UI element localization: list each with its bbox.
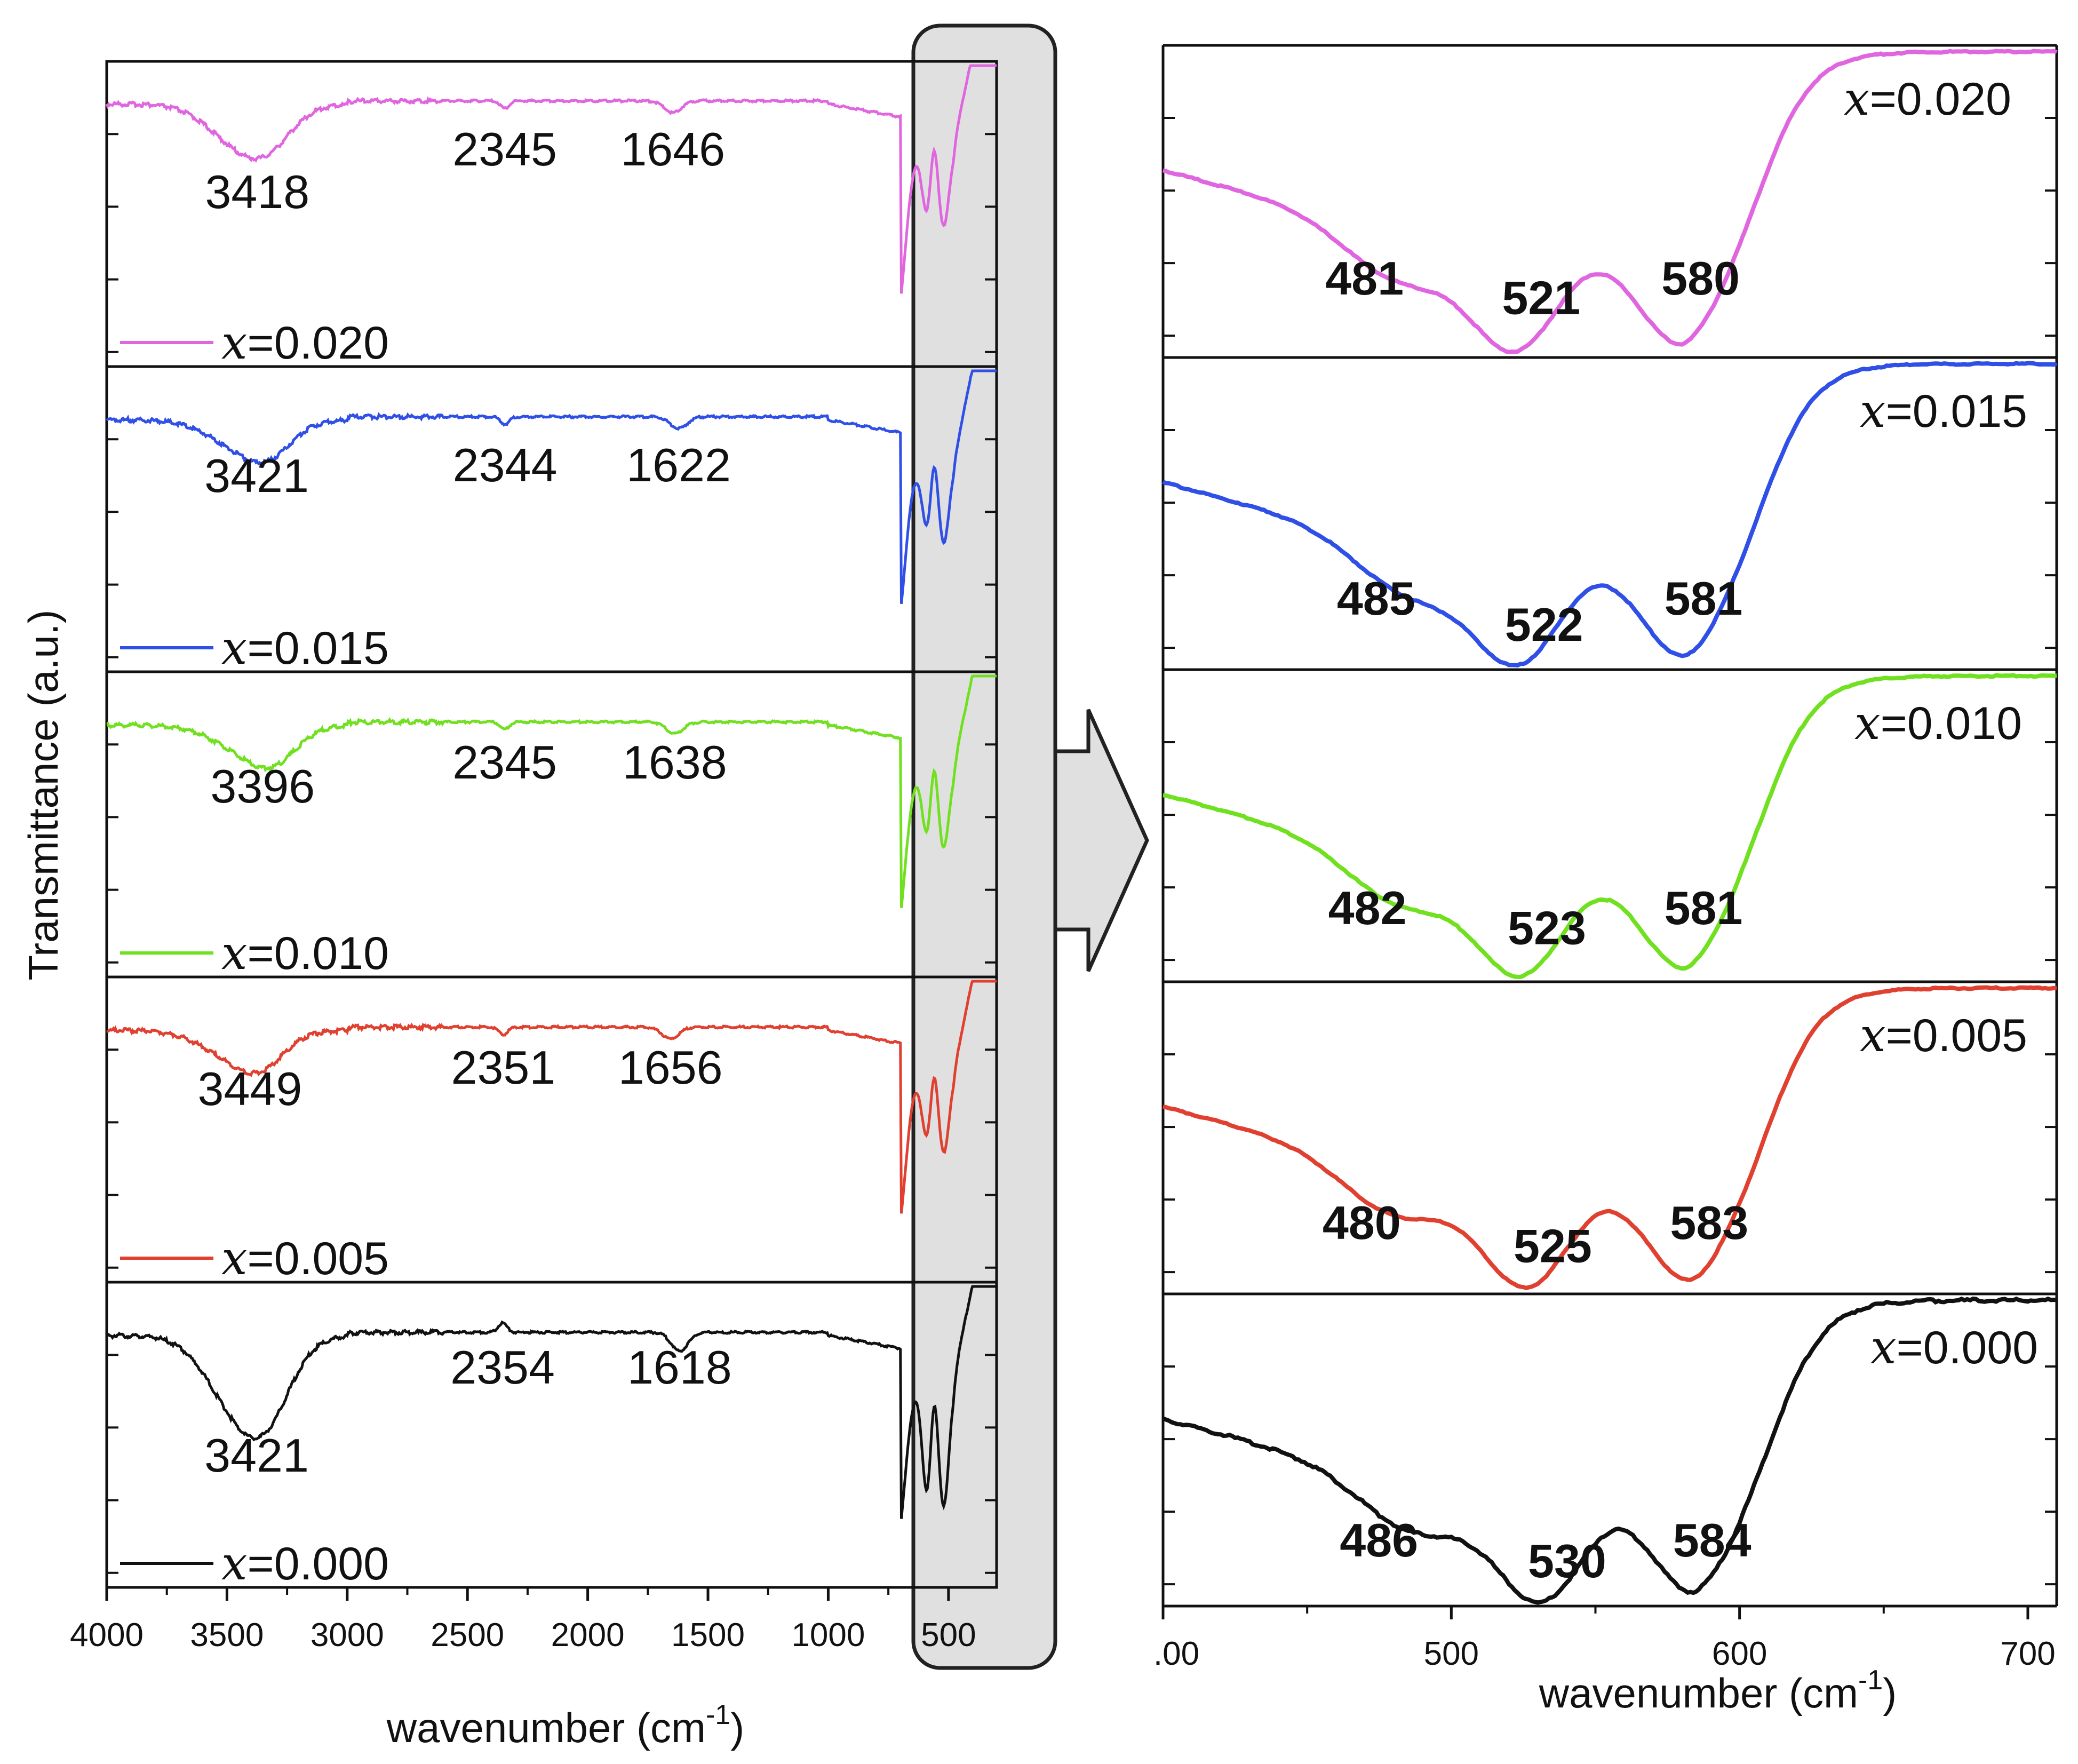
peak-label: 481: [1325, 252, 1404, 305]
legend-label: x=0.000: [221, 1537, 389, 1591]
peak-label: 3418: [205, 165, 309, 218]
spectrum-line: [105, 64, 997, 294]
peak-label: 2345: [452, 736, 557, 789]
peak-label: 523: [1508, 901, 1586, 954]
legend-label: x=0.000: [1870, 1321, 2038, 1374]
peak-label: 581: [1665, 572, 1743, 625]
x-tick-label: 500: [1424, 1635, 1479, 1672]
legend-label: x=0.005: [221, 1232, 389, 1285]
peak-label: 3421: [204, 449, 309, 502]
spectrum-line: [106, 674, 997, 908]
left-subplot: 3421 2354 1618 x=0.000: [105, 1281, 998, 1591]
legend-label: x=0.010: [221, 927, 389, 980]
left-subplot: 3396 2345 1638 x=0.010: [105, 670, 998, 980]
zoom-arrow: [1053, 709, 1149, 972]
right-subplot: 482 523 581 x=0.010: [1161, 668, 2058, 982]
right-x-axis-label: wavenumber (cm-1): [1539, 1665, 1897, 1717]
peak-label: 482: [1328, 881, 1407, 934]
x-tick-label: 700: [2000, 1635, 2055, 1672]
legend-label: x=0.015: [221, 622, 389, 675]
spectrum-line: [106, 980, 997, 1214]
x-tick-label: 600: [1712, 1635, 1767, 1672]
peak-label: 2345: [452, 123, 557, 176]
x-tick-label: 2000: [551, 1617, 625, 1654]
right-subplot: 485 522 581 x=0.015: [1161, 356, 2058, 670]
peak-label: 2354: [450, 1341, 555, 1394]
peak-label: 1656: [618, 1041, 723, 1094]
left-subplot-frame: [105, 1281, 998, 1589]
peak-label: 3396: [210, 760, 315, 813]
peak-label: 1618: [627, 1341, 732, 1394]
peak-label: 3421: [204, 1429, 309, 1482]
x-tick-label: .00: [1153, 1635, 1199, 1672]
x-tick-label: 4000: [70, 1617, 144, 1654]
peak-label: 1638: [623, 736, 727, 789]
peak-label: 480: [1323, 1196, 1401, 1249]
peak-label: 1622: [626, 439, 731, 491]
right-subplot: 486 530 584 x=0.000: [1161, 1292, 2058, 1606]
legend-label: x=0.010: [1854, 697, 2022, 750]
right-subplot: 480 525 583 x=0.005: [1161, 980, 2058, 1294]
legend-label: x=0.020: [221, 316, 389, 370]
spectrum-line: [106, 369, 997, 604]
legend-label: x=0.005: [1860, 1009, 2027, 1062]
zoom-spectrum-line: [1162, 49, 2058, 354]
zoom-spectrum-line: [1162, 1296, 2057, 1605]
peak-label: 486: [1340, 1514, 1418, 1567]
x-tick-label: 500: [921, 1617, 976, 1654]
peak-label: 1646: [620, 123, 725, 176]
x-tick-label: 3000: [310, 1617, 384, 1654]
peak-label: 2351: [451, 1041, 556, 1094]
peak-label: 581: [1665, 881, 1743, 934]
legend-label: x=0.020: [1844, 73, 2011, 126]
peak-label: 530: [1528, 1535, 1606, 1587]
left-subplot: 3449 2351 1656 x=0.005: [105, 975, 998, 1285]
peak-label: 2344: [453, 439, 558, 491]
peak-label: 522: [1505, 598, 1583, 651]
left-x-axis-label: wavenumber (cm-1): [386, 1699, 744, 1751]
zoomed-spectrum-panel: 481 521 580 x=0.020 485 522 581 x=0.015 482 523 58…: [1153, 44, 2058, 1672]
x-tick-label: 1000: [791, 1617, 865, 1654]
x-tick-label: 3500: [190, 1617, 264, 1654]
peak-label: 583: [1670, 1196, 1748, 1249]
peak-label: 3449: [198, 1062, 302, 1115]
right-subplot: 481 521 580 x=0.020: [1161, 44, 2058, 357]
peak-label: 525: [1514, 1219, 1592, 1272]
spectrum-line: [105, 1285, 997, 1519]
peak-label: 584: [1673, 1514, 1751, 1567]
x-tick-label: 1500: [671, 1617, 745, 1654]
peak-label: 580: [1661, 252, 1740, 305]
x-tick-label: 2500: [431, 1617, 504, 1654]
peak-label: 521: [1502, 271, 1580, 324]
y-axis-label: Transmittance (a.u.): [20, 610, 67, 981]
zoom-spectrum-line: [1163, 673, 2057, 980]
zoom-spectrum-line: [1162, 985, 2057, 1291]
legend-label: x=0.015: [1860, 385, 2027, 438]
zoom-spectrum-line: [1162, 361, 2058, 668]
highlight-region-box: [911, 23, 1057, 1670]
peak-label: 485: [1337, 572, 1415, 625]
left-subplot: 3418 2345 1646 x=0.020: [105, 60, 998, 370]
